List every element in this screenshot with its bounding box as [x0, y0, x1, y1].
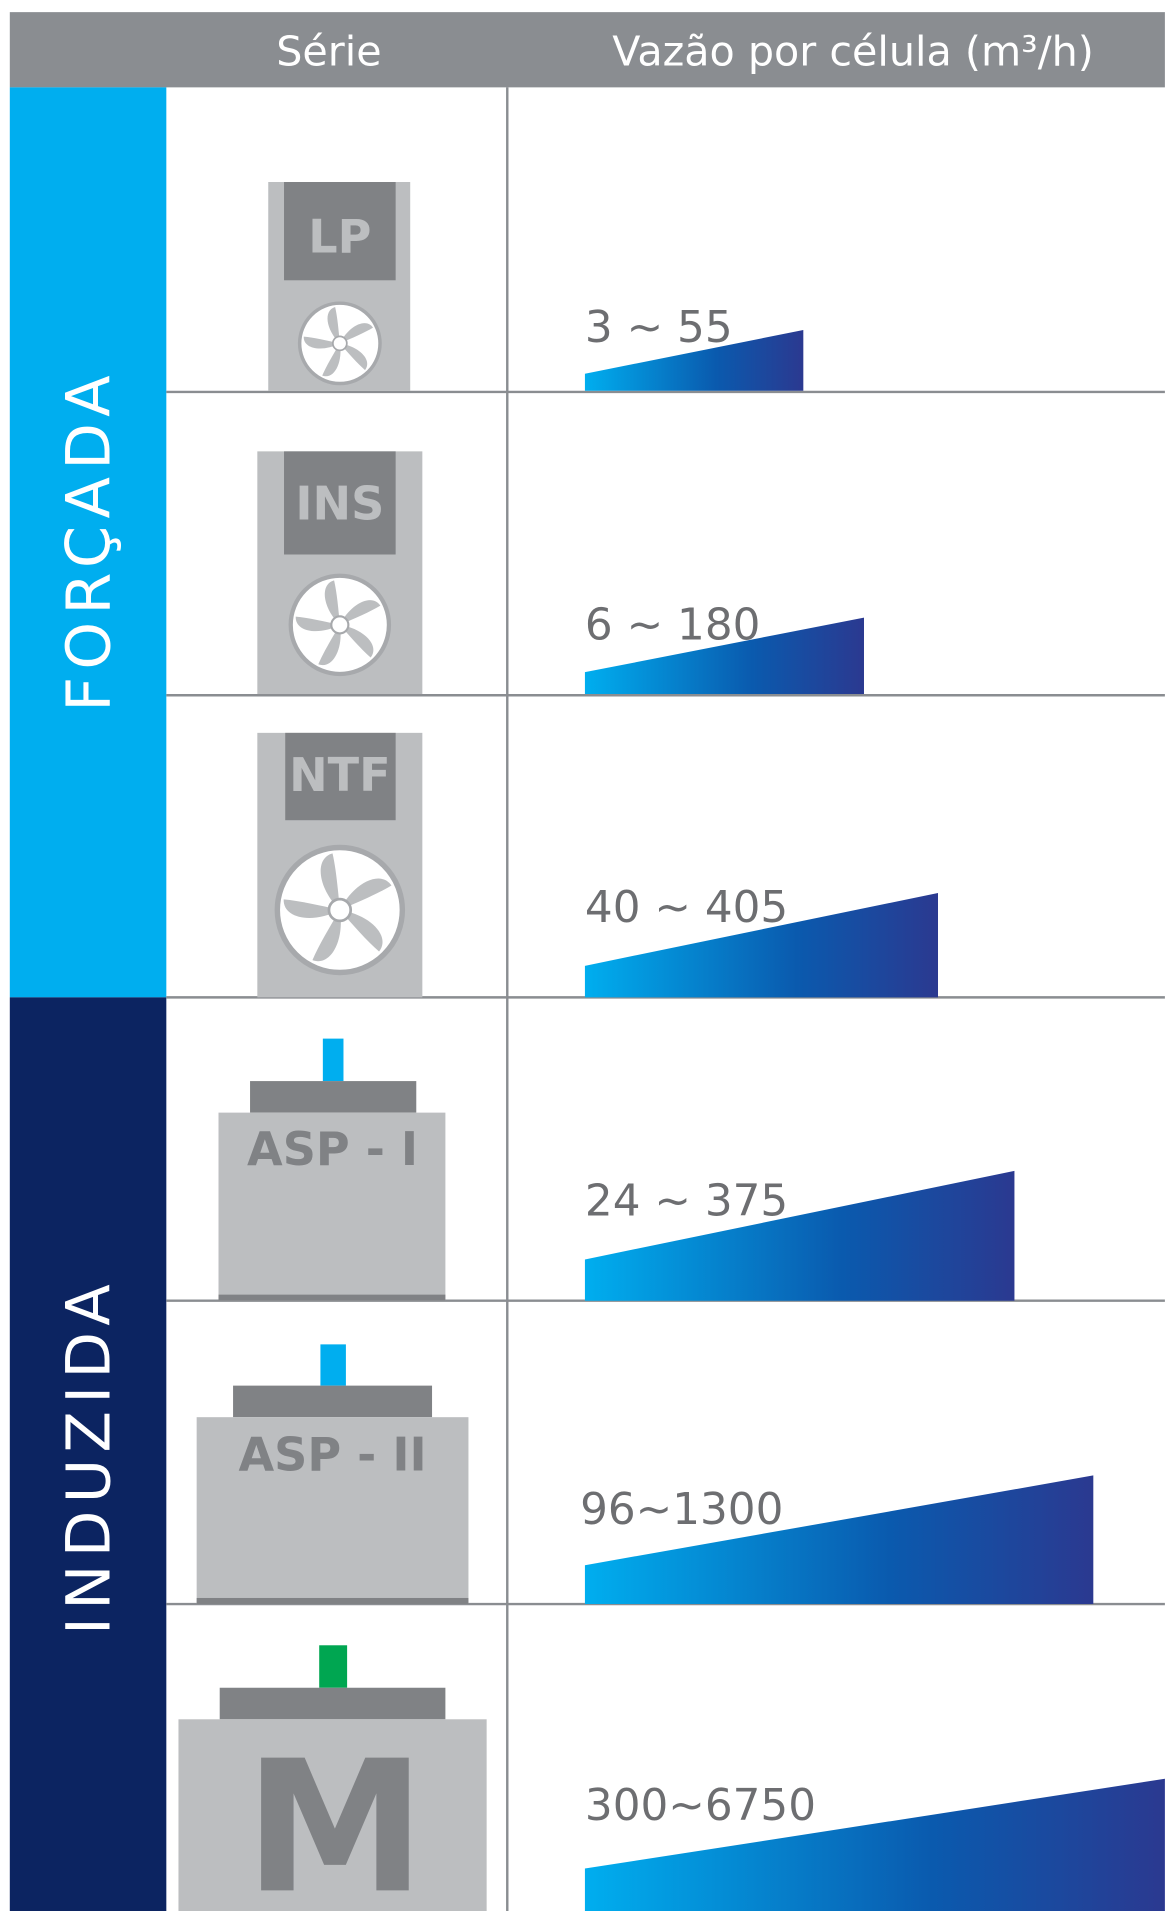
- body: Série Vazão por célula (m³/h) FORÇADA IN…: [0, 0, 1165, 1911]
- range-label: 300~6750: [585, 1780, 816, 1831]
- series-label: ASP - II: [238, 1428, 426, 1482]
- range-label: 96~1300: [580, 1484, 783, 1535]
- range-label: 3 ~ 55: [585, 302, 733, 353]
- group-label: FORÇADA: [54, 368, 124, 712]
- header-series: Série: [276, 28, 381, 76]
- series-label: ASP - I: [247, 1122, 418, 1176]
- group-label: INDUZIDA: [54, 1277, 124, 1635]
- flow-table: Série Vazão por célula (m³/h) FORÇADA IN…: [0, 0, 1165, 1911]
- range-label: 40 ~ 405: [585, 882, 788, 933]
- series-label: M: [244, 1721, 425, 1911]
- series-label: INS: [295, 476, 384, 530]
- series-label: NTF: [289, 748, 391, 802]
- header-flow: Vazão por célula (m³/h): [612, 28, 1094, 76]
- range-label: 6 ~ 180: [585, 599, 761, 650]
- page: Vazão por célula {"header": {"series": "…: [0, 0, 1165, 1911]
- range-label: 24 ~ 375: [585, 1176, 788, 1227]
- series-label: LP: [308, 209, 371, 263]
